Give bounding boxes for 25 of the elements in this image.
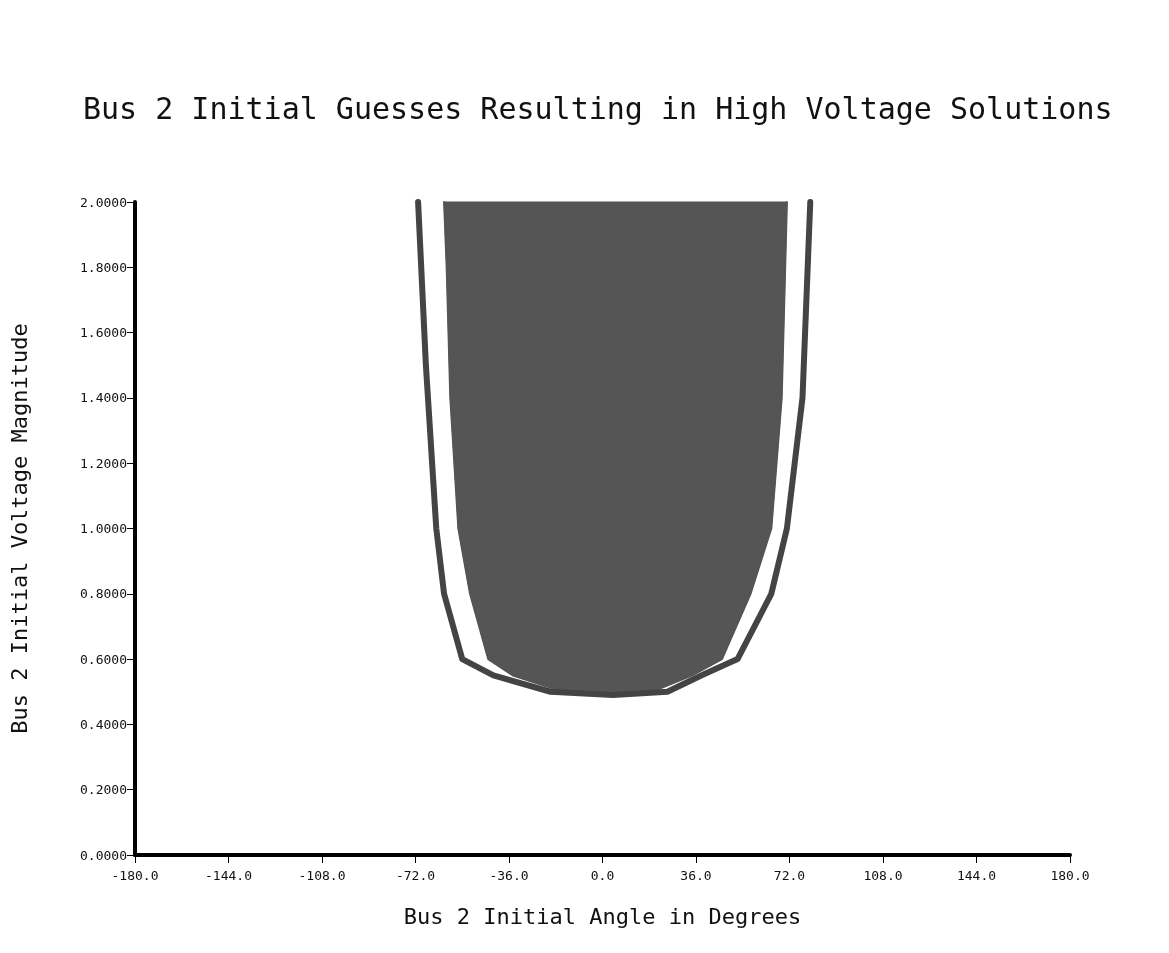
y-tick-label: 0.4000 <box>80 716 127 732</box>
y-axis-title: Bus 2 Initial Voltage Magnitude <box>6 323 32 734</box>
x-tick-label: -36.0 <box>489 868 529 883</box>
x-tick-label: -180.0 <box>111 868 159 883</box>
x-tick-label: 72.0 <box>773 868 806 883</box>
y-tick-label: 2.0000 <box>80 194 127 210</box>
y-tick-label: 1.8000 <box>80 259 127 275</box>
x-tick-label: -72.0 <box>395 868 436 883</box>
y-tick-label: 1.2000 <box>80 455 127 471</box>
x-axis-title: Bus 2 Initial Angle in Degrees <box>403 903 802 929</box>
y-tick-label: 0.2000 <box>80 782 127 798</box>
x-tick-label: -108.0 <box>298 868 346 883</box>
x-tick-label: 144.0 <box>956 868 997 883</box>
chart-title: Bus 2 Initial Guesses Resulting in High Voltage Solutions <box>83 90 1113 126</box>
y-tick-label: 0.8000 <box>80 586 127 602</box>
y-tick-label: 0.6000 <box>80 651 127 667</box>
x-tick-label: 180.0 <box>1050 868 1090 883</box>
y-tick-label: 0.0000 <box>80 847 127 863</box>
x-tick-label: 0.0 <box>590 868 615 883</box>
x-tick-label: -144.0 <box>205 868 252 883</box>
y-tick-label: 1.4000 <box>80 390 127 406</box>
y-tick-label: 1.6000 <box>80 325 127 341</box>
y-tick-label: 1.0000 <box>80 521 127 536</box>
x-tick-label: 108.0 <box>863 868 903 883</box>
x-tick-label: 36.0 <box>680 868 712 883</box>
